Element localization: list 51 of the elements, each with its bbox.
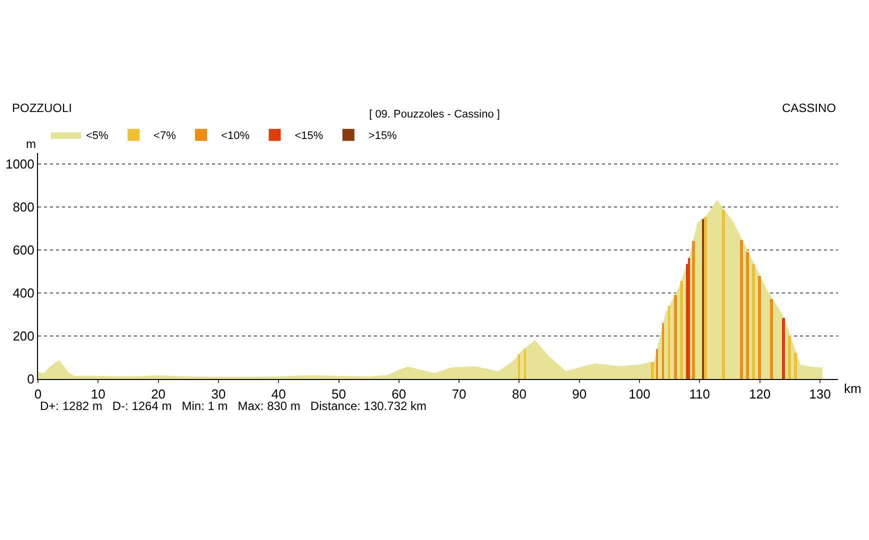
y-tick-label: 800 bbox=[12, 199, 34, 214]
bar bbox=[702, 219, 704, 379]
legend-label: <7% bbox=[154, 130, 176, 142]
bar bbox=[770, 299, 773, 379]
bar bbox=[746, 252, 749, 379]
x-tick-label: 120 bbox=[748, 386, 771, 402]
legend-label: <10% bbox=[221, 130, 250, 142]
y-tick-label: 0 bbox=[27, 372, 34, 387]
x-tick-label: 30 bbox=[211, 386, 226, 402]
legend-label: <15% bbox=[294, 130, 324, 142]
bar bbox=[752, 264, 755, 379]
bar bbox=[704, 217, 707, 379]
y-tick-label: 600 bbox=[12, 242, 34, 258]
bar bbox=[740, 240, 743, 379]
x-tick-label: 70 bbox=[452, 386, 466, 402]
y-tick-label: 200 bbox=[12, 328, 34, 344]
bar bbox=[656, 349, 658, 379]
bar bbox=[758, 276, 761, 379]
bar bbox=[668, 306, 670, 379]
x-axis-title: km bbox=[844, 381, 862, 396]
bar bbox=[524, 349, 526, 379]
x-tick-label: 10 bbox=[90, 386, 106, 402]
x-tick-label: 130 bbox=[809, 386, 831, 402]
bar bbox=[722, 210, 725, 379]
x-tick-label: 50 bbox=[332, 386, 346, 402]
bar bbox=[662, 323, 664, 379]
y-tick-label: 1000 bbox=[5, 156, 34, 172]
x-tick-label: 100 bbox=[628, 386, 650, 402]
x-tick-label: 20 bbox=[151, 386, 166, 402]
y-tick-label: 400 bbox=[12, 285, 34, 300]
text: POZZUOLI bbox=[12, 101, 72, 115]
x-tick-label: 80 bbox=[512, 386, 526, 402]
bar bbox=[680, 281, 683, 379]
bar bbox=[692, 241, 695, 379]
text: D+: 1282 m D-: 1264 m Min: 1 m Max: 830 m Distance: 130.732 km bbox=[40, 399, 426, 413]
y-axis-title: m bbox=[26, 137, 36, 151]
bar bbox=[651, 362, 654, 379]
bar bbox=[782, 318, 785, 379]
chart-title: [ 09. Pouzzoles - Cassino ] bbox=[369, 108, 500, 120]
x-tick-label: 90 bbox=[572, 386, 587, 402]
bar bbox=[788, 336, 791, 379]
bar bbox=[518, 354, 520, 379]
legend-label: >15% bbox=[368, 130, 398, 142]
x-tick-label: 60 bbox=[392, 386, 406, 402]
bar bbox=[794, 353, 797, 379]
legend-label: <5% bbox=[86, 130, 109, 142]
x-tick-label: 40 bbox=[271, 386, 286, 402]
bar bbox=[688, 258, 690, 379]
bar bbox=[674, 295, 677, 379]
x-tick-label: 110 bbox=[689, 386, 710, 402]
text: CASSINO bbox=[782, 101, 836, 115]
